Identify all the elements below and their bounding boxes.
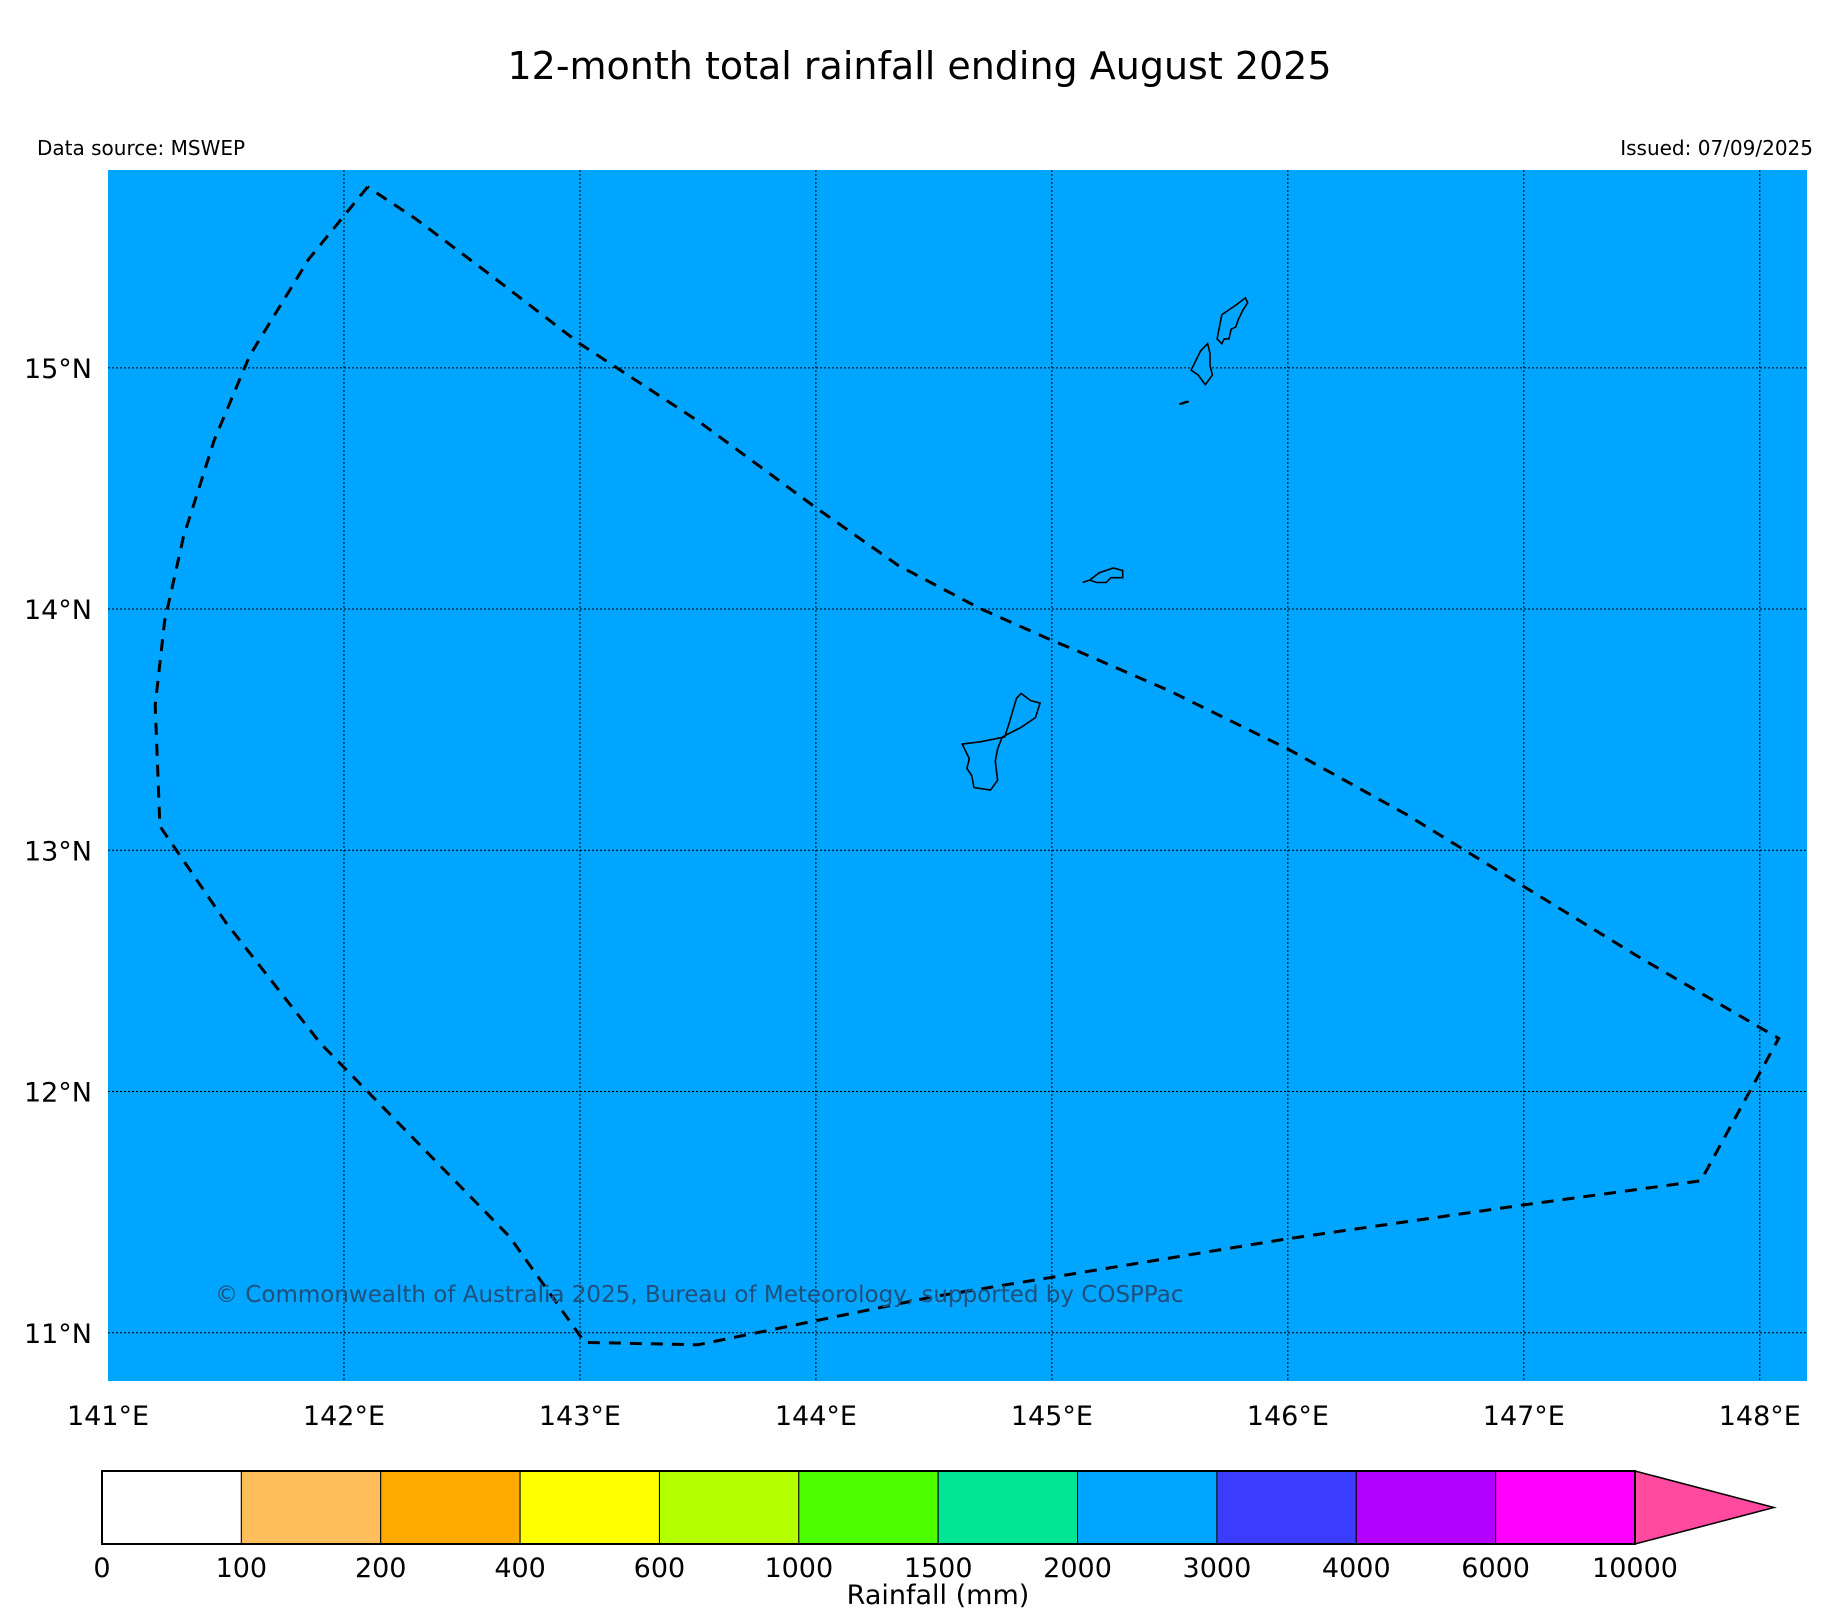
colorbar-tick-label: 3000 — [1183, 1553, 1252, 1584]
colorbar-swatch — [1355, 1470, 1497, 1545]
latitude-tick-label: 11°N — [24, 1319, 92, 1350]
colorbar-outline — [101, 1470, 1636, 1545]
longitude-tick-label: 141°E — [67, 1401, 149, 1432]
eez-boundary — [153, 185, 1781, 1347]
colorbar-tick-label: 4000 — [1322, 1553, 1391, 1584]
longitude-tick-label: 145°E — [1011, 1401, 1093, 1432]
issued-date-label: Issued: 07/09/2025 — [1620, 136, 1813, 160]
colorbar-tick-label: 0 — [93, 1553, 110, 1584]
colorbar-tick-label: 10000 — [1592, 1553, 1678, 1584]
island-tinian — [1190, 342, 1214, 387]
islands — [960, 296, 1249, 791]
longitude-tick-label: 143°E — [539, 1401, 621, 1432]
graticule — [108, 170, 1807, 1381]
colorbar-tick-label: 400 — [494, 1553, 546, 1584]
latitude-tick-label: 15°N — [24, 354, 92, 385]
latitude-ticks: 15°N 14°N 13°N 12°N 11°N — [24, 354, 92, 1350]
island-guam — [960, 692, 1042, 791]
longitude-tick-label: 147°E — [1483, 1401, 1565, 1432]
latitude-tick-label: 13°N — [24, 836, 92, 867]
colorbar-tick-label: 200 — [355, 1553, 407, 1584]
colorbar-swatch — [937, 1470, 1079, 1545]
longitude-ticks: 141°E 142°E 143°E 144°E 145°E 146°E 147°E 148°E — [67, 1401, 1801, 1432]
latitude-tick-label: 14°N — [24, 595, 92, 626]
latitude-tick-label: 12°N — [24, 1078, 92, 1109]
colorbar-swatch — [658, 1470, 800, 1545]
colorbar-swatch — [101, 1470, 242, 1545]
longitude-tick-label: 146°E — [1247, 1401, 1329, 1432]
colorbar-swatch — [380, 1470, 521, 1545]
colorbar-tick-label: 100 — [216, 1553, 268, 1584]
island-saipan — [1216, 296, 1249, 346]
colorbar-extend-arrow — [1634, 1470, 1777, 1545]
colorbar-tick-label: 6000 — [1461, 1553, 1530, 1584]
longitude-tick-label: 148°E — [1719, 1401, 1801, 1432]
copyright-notice: © Commonwealth of Australia 2025, Bureau… — [215, 1282, 1184, 1308]
map-title: 12-month total rainfall ending August 20… — [507, 44, 1332, 88]
map-background — [108, 170, 1807, 1381]
colorbar-swatch — [798, 1470, 939, 1545]
colorbar-label: Rainfall (mm) — [847, 1580, 1030, 1609]
colorbar: 0 100 200 400 600 1000 1500 2000 3000 4000 6000 100… — [93, 1470, 1777, 1584]
colorbar-swatch — [240, 1470, 382, 1545]
colorbar-tick-label: 2000 — [1043, 1553, 1112, 1584]
island-rota — [1082, 567, 1124, 584]
colorbar-tick-label: 1500 — [904, 1553, 973, 1584]
colorbar-tick-label: 600 — [634, 1553, 686, 1584]
colorbar-swatch — [519, 1470, 660, 1545]
island-aguijan — [1179, 400, 1190, 405]
colorbar-swatch — [1216, 1470, 1357, 1545]
data-source-label: Data source: MSWEP — [37, 136, 246, 160]
colorbar-swatch — [1077, 1470, 1218, 1545]
colorbar-swatch — [1495, 1470, 1636, 1545]
longitude-tick-label: 144°E — [775, 1401, 857, 1432]
longitude-tick-label: 142°E — [303, 1401, 385, 1432]
colorbar-tick-label: 1000 — [764, 1553, 833, 1584]
